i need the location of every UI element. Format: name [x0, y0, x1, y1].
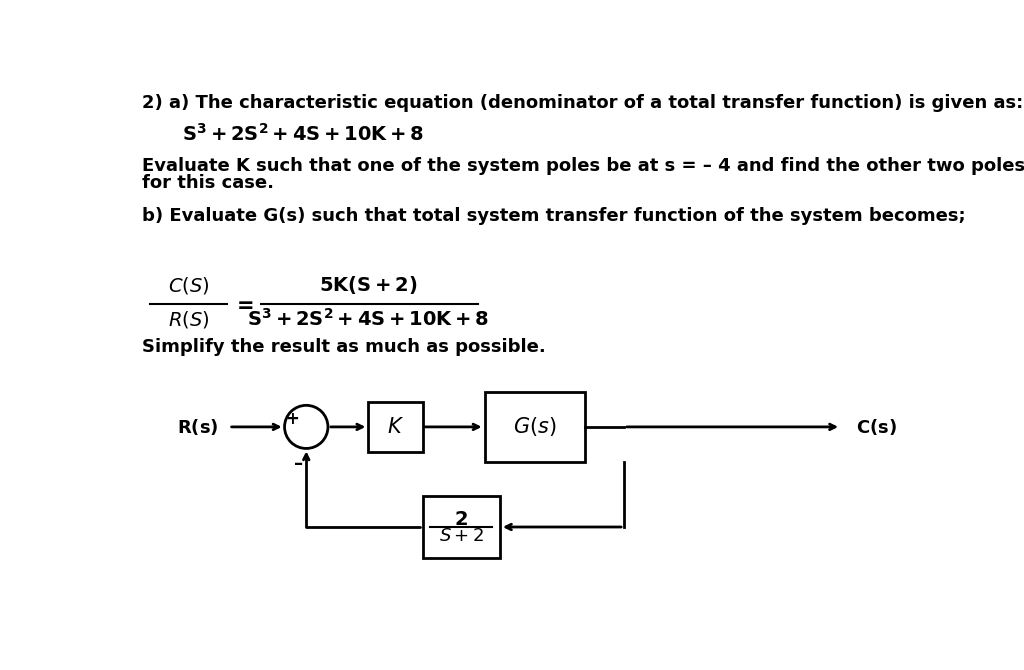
Text: $\mathbf{C(s)}$: $\mathbf{C(s)}$	[856, 417, 897, 437]
Text: $\mathit{S+2}$: $\mathit{S+2}$	[438, 527, 484, 545]
Text: 2) a) The characteristic equation (denominator of a total transfer function) is : 2) a) The characteristic equation (denom…	[142, 94, 1023, 113]
Text: $\mathbf{2}$: $\mathbf{2}$	[455, 510, 468, 529]
Text: $\mathit{G(s)}$: $\mathit{G(s)}$	[513, 415, 557, 438]
Text: $\mathbf{S^3 + 2S^2 + 4S + 10K + 8}$: $\mathbf{S^3 + 2S^2 + 4S + 10K + 8}$	[247, 308, 489, 330]
Text: $\mathbf{5K(S + 2)}$: $\mathbf{5K(S + 2)}$	[319, 274, 418, 296]
Text: $\mathbf{S^3 + 2S^2 + 4S + 10K + 8}$: $\mathbf{S^3 + 2S^2 + 4S + 10K + 8}$	[182, 123, 424, 145]
Text: Simplify the result as much as possible.: Simplify the result as much as possible.	[142, 338, 546, 356]
Text: –: –	[294, 455, 303, 472]
Bar	[484, 392, 586, 462]
Text: +: +	[286, 410, 299, 428]
Text: for this case.: for this case.	[142, 174, 274, 192]
Text: b) Evaluate G(s) such that total system transfer function of the system becomes;: b) Evaluate G(s) such that total system …	[142, 208, 966, 225]
Bar	[369, 402, 423, 452]
Text: $\mathit{C(S)}$: $\mathit{C(S)}$	[168, 275, 209, 295]
Text: $\mathbf{=}$: $\mathbf{=}$	[232, 293, 253, 314]
Text: $\mathit{K}$: $\mathit{K}$	[387, 417, 403, 437]
Text: $\mathbf{R(s)}$: $\mathbf{R(s)}$	[177, 417, 218, 437]
Text: Evaluate K such that one of the system poles be at s = – 4 and find the other tw: Evaluate K such that one of the system p…	[142, 157, 1024, 176]
Bar	[423, 496, 500, 558]
Text: $\mathit{R(S)}$: $\mathit{R(S)}$	[168, 309, 209, 330]
